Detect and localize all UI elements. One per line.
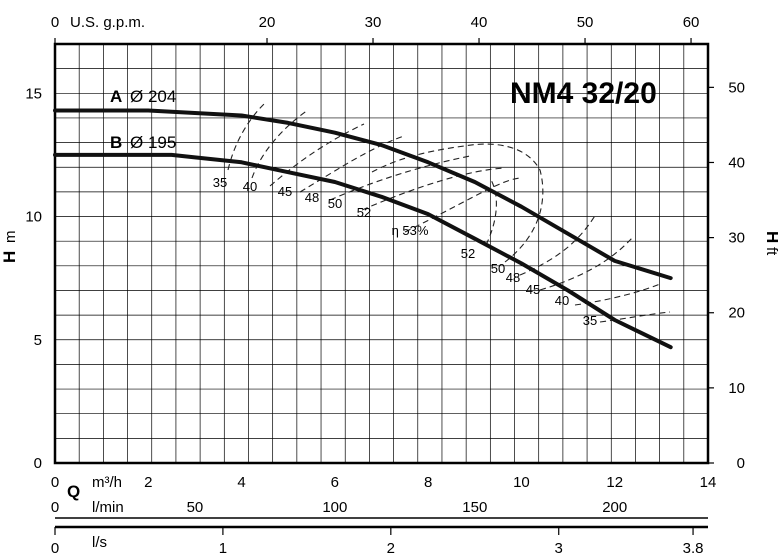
efficiency-curve bbox=[361, 167, 506, 211]
left-axis-letter: H bbox=[0, 251, 19, 263]
series-a-label: A Ø 204 bbox=[110, 87, 176, 106]
efficiency-label: 35 bbox=[583, 313, 597, 328]
y-tick-ft: 50 bbox=[728, 79, 745, 96]
efficiency-label: 40 bbox=[243, 179, 257, 194]
efficiency-label: 52 bbox=[461, 246, 475, 261]
x-tick-gpm: 0 bbox=[51, 14, 59, 31]
m3h-axis-unit: m³/h bbox=[92, 474, 122, 491]
series-b-letter: B bbox=[110, 133, 122, 152]
series-b-curve bbox=[53, 152, 673, 350]
efficiency-label: 45 bbox=[526, 282, 540, 297]
x-tick-ls: 2 bbox=[387, 540, 395, 557]
efficiency-curve bbox=[485, 177, 497, 246]
x-tick-lmin: 100 bbox=[322, 499, 347, 516]
efficiency-curve bbox=[329, 155, 471, 201]
y-tick-ft: 20 bbox=[728, 305, 745, 322]
x-tick-ls: 0 bbox=[51, 540, 59, 557]
x-tick-gpm: 40 bbox=[471, 14, 488, 31]
x-tick-lmin: 50 bbox=[187, 499, 204, 516]
efficiency-label: η 53% bbox=[392, 223, 429, 238]
top-axis-unit: U.S. g.p.m. bbox=[70, 14, 145, 31]
x-tick-gpm: 20 bbox=[259, 14, 276, 31]
efficiency-curves bbox=[227, 103, 671, 323]
efficiency-curve bbox=[299, 135, 405, 193]
efficiency-label: 52 bbox=[357, 205, 371, 220]
x-tick-ls: 1 bbox=[219, 540, 227, 557]
x-tick-gpm: 50 bbox=[577, 14, 594, 31]
chart-title: NM4 32/20 bbox=[510, 77, 657, 110]
q-axis-label: Q bbox=[67, 482, 80, 501]
series-a-curve bbox=[53, 108, 673, 281]
ls-axis-unit: l/s bbox=[92, 534, 107, 551]
y-tick-ft: 40 bbox=[728, 154, 745, 171]
efficiency-label: 50 bbox=[491, 261, 505, 276]
efficiency-curve bbox=[269, 123, 365, 187]
lmin-axis-unit: l/min bbox=[92, 499, 124, 516]
efficiency-curve bbox=[404, 177, 521, 233]
y-tick-ft: 10 bbox=[728, 380, 745, 397]
right-axis-letter: H bbox=[763, 231, 778, 243]
efficiency-label: 35 bbox=[213, 175, 227, 190]
left-axis-unit: m bbox=[2, 231, 19, 244]
efficiency-label: 40 bbox=[555, 293, 569, 308]
efficiency-curve bbox=[251, 109, 309, 179]
right-axis-label: H ft bbox=[763, 231, 778, 256]
series-b-label: B Ø 195 bbox=[110, 133, 176, 152]
efficiency-curve bbox=[599, 311, 671, 323]
y-tick-ft: 30 bbox=[728, 230, 745, 247]
y-tick-m: 0 bbox=[34, 455, 42, 472]
series-b-name: Ø 195 bbox=[130, 133, 176, 152]
x-tick-m3h: 6 bbox=[331, 474, 339, 491]
right-axis-unit: ft bbox=[763, 247, 778, 256]
x-tick-lmin: 0 bbox=[51, 499, 59, 516]
efficiency-label: 48 bbox=[506, 270, 520, 285]
x-tick-lmin: 200 bbox=[602, 499, 627, 516]
series-a-name: Ø 204 bbox=[130, 87, 176, 106]
y-tick-ft: 0 bbox=[737, 455, 745, 472]
series-group bbox=[53, 108, 673, 350]
x-tick-gpm: 30 bbox=[365, 14, 382, 31]
efficiency-label: 45 bbox=[278, 184, 292, 199]
x-tick-m3h: 8 bbox=[424, 474, 432, 491]
x-tick-m3h: 4 bbox=[237, 474, 245, 491]
x-tick-gpm: 60 bbox=[683, 14, 700, 31]
x-tick-m3h: 0 bbox=[51, 474, 59, 491]
efficiency-label: 50 bbox=[328, 196, 342, 211]
y-tick-m: 5 bbox=[34, 332, 42, 349]
x-tick-m3h: 14 bbox=[700, 474, 717, 491]
x-tick-lmin: 150 bbox=[462, 499, 487, 516]
plot-frame bbox=[53, 42, 710, 465]
x-tick-m3h: 12 bbox=[606, 474, 623, 491]
x-tick-m3h: 10 bbox=[513, 474, 530, 491]
x-tick-ls: 3 bbox=[555, 540, 563, 557]
efficiency-label: 48 bbox=[305, 190, 319, 205]
x-tick-m3h: 2 bbox=[144, 474, 152, 491]
efficiency-curve bbox=[227, 103, 265, 171]
efficiency-curve bbox=[539, 237, 633, 291]
y-tick-m: 10 bbox=[25, 209, 42, 226]
series-a-letter: A bbox=[110, 87, 122, 106]
y-tick-m: 15 bbox=[25, 85, 42, 102]
x-tick-ls: 3.8 bbox=[683, 540, 704, 557]
left-axis-label: H m bbox=[0, 231, 19, 264]
